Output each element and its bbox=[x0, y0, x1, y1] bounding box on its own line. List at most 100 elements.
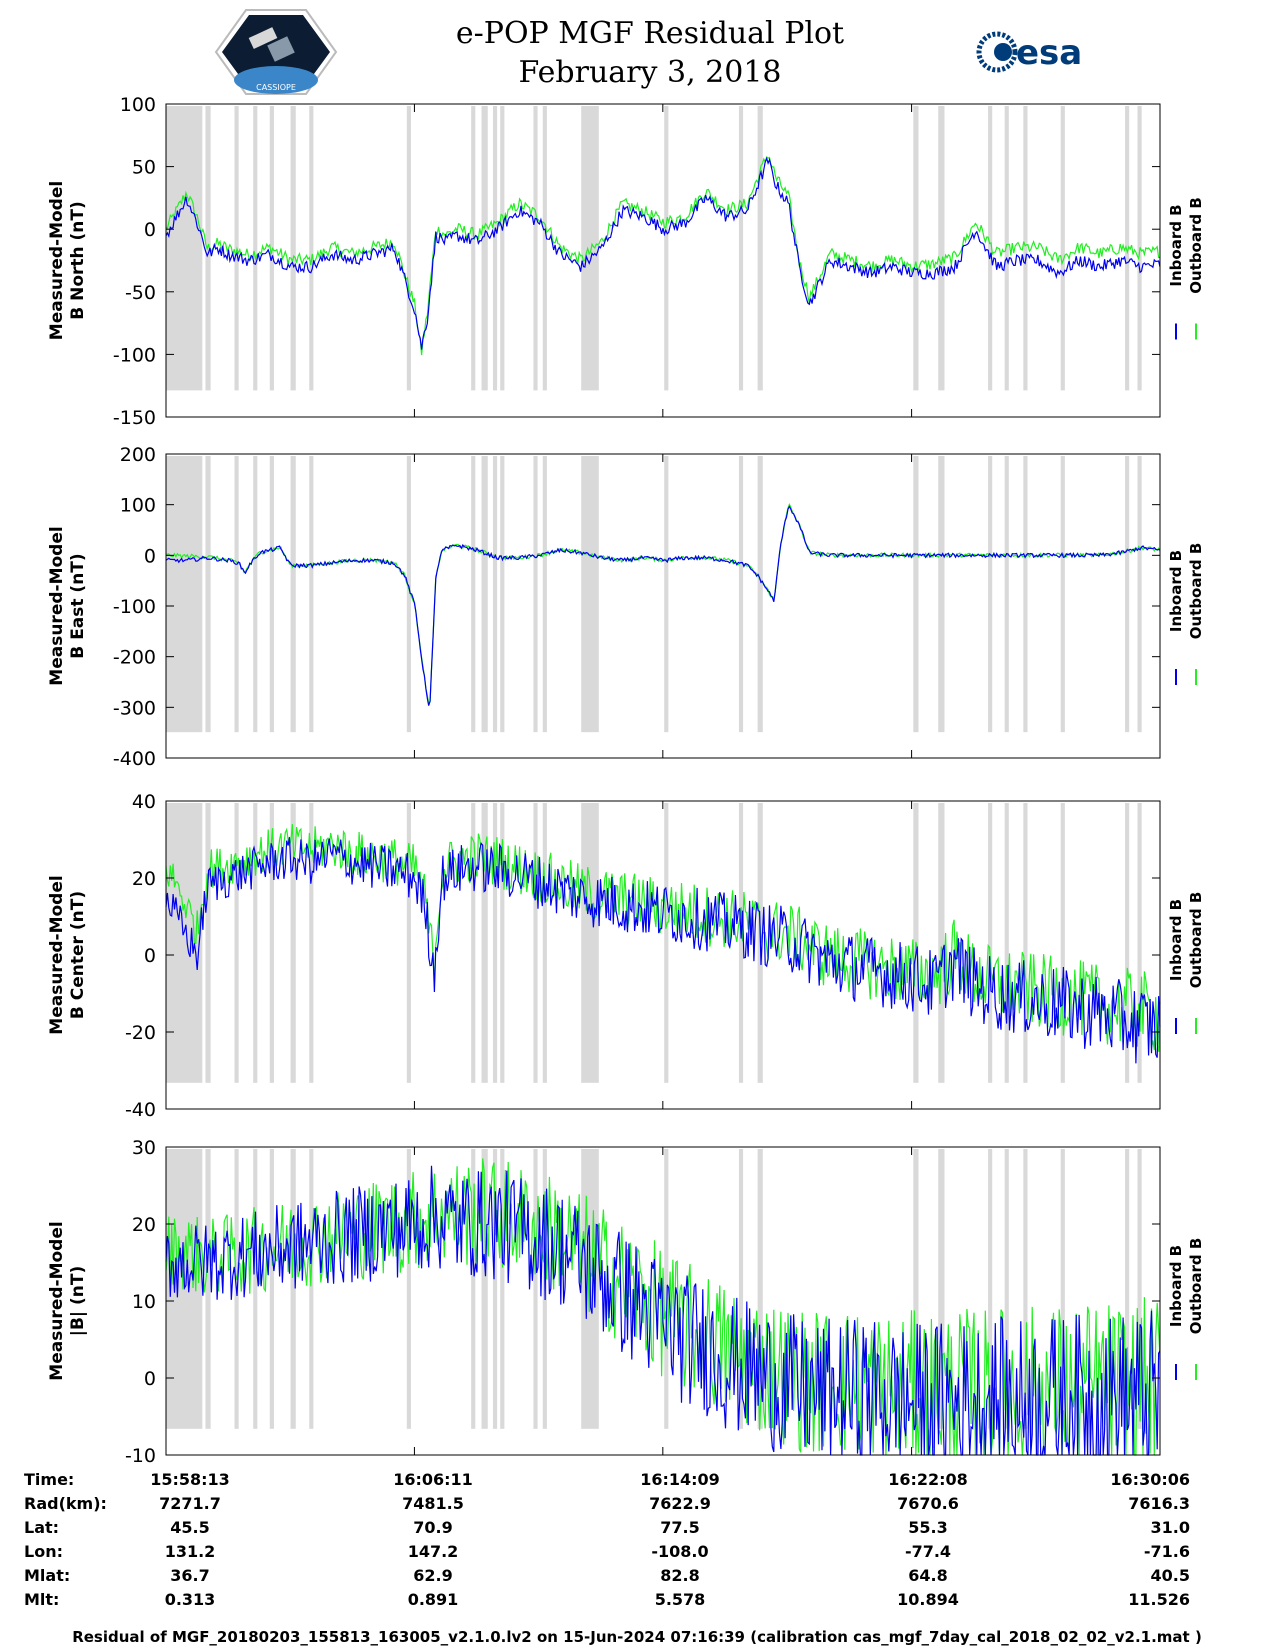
y-axis-label: Measured-ModelB Center (nT) bbox=[47, 875, 88, 1034]
data-gap-band bbox=[533, 1149, 538, 1429]
panel-4: 30 20 10 0 -10 Measured-Model|B| (nT) Inboard … bbox=[47, 1137, 1205, 1467]
y-tick-label: 40 bbox=[132, 791, 156, 813]
y-tick-label: -100 bbox=[113, 344, 156, 366]
data-gap-band bbox=[290, 456, 296, 733]
info-cell: 40.5 bbox=[1151, 1566, 1190, 1585]
data-gap-band bbox=[757, 106, 763, 391]
data-gap-band bbox=[471, 1149, 476, 1429]
info-cell: 7481.5 bbox=[402, 1494, 464, 1513]
info-cell: 7271.7 bbox=[159, 1494, 221, 1513]
legend-entry-inboard: Inboard B bbox=[1167, 899, 1185, 981]
y-tick-label: -50 bbox=[125, 282, 156, 304]
data-gap-band bbox=[1125, 1149, 1130, 1429]
data-gap-band bbox=[738, 803, 744, 1083]
legend: Inboard B Outboard B bbox=[1167, 543, 1205, 685]
plot-title: e-POP MGF Residual Plot bbox=[456, 16, 844, 51]
data-gap-band bbox=[406, 456, 411, 733]
data-gap-band bbox=[1004, 456, 1009, 733]
data-gap-band bbox=[738, 106, 744, 391]
info-cell: 5.578 bbox=[655, 1590, 706, 1609]
data-gap-band bbox=[581, 456, 599, 733]
data-gap-band bbox=[500, 456, 505, 733]
info-cell: 15:58:13 bbox=[150, 1470, 230, 1489]
data-gap-band bbox=[1023, 803, 1028, 1083]
data-gap-band bbox=[290, 1149, 296, 1429]
data-gap-band bbox=[1060, 1149, 1065, 1429]
data-gap-band bbox=[938, 1149, 945, 1429]
legend-entry-outboard: Outboard B bbox=[1187, 1238, 1205, 1335]
plot-subtitle: February 3, 2018 bbox=[518, 55, 781, 90]
data-gap-band bbox=[664, 106, 669, 391]
info-cell: 70.9 bbox=[413, 1518, 452, 1537]
data-gap-band bbox=[1023, 106, 1028, 391]
data-gap-band bbox=[269, 1149, 274, 1429]
y-tick-label: -20 bbox=[125, 1022, 156, 1044]
data-gap-band bbox=[1125, 803, 1130, 1083]
legend: Inboard B Outboard B bbox=[1167, 197, 1205, 340]
info-cell: 62.9 bbox=[413, 1566, 452, 1585]
data-gap-band bbox=[1004, 803, 1009, 1083]
data-gap-band bbox=[166, 456, 203, 733]
data-gap-band bbox=[757, 456, 763, 733]
y-axis-label: Measured-ModelB East (nT) bbox=[47, 526, 88, 685]
data-gap-band bbox=[406, 803, 411, 1083]
legend-entry-outboard: Outboard B bbox=[1187, 543, 1205, 640]
data-gap-band bbox=[581, 803, 599, 1083]
data-gap-band bbox=[471, 456, 476, 733]
info-cell: 77.5 bbox=[660, 1518, 699, 1537]
data-gap-band bbox=[1004, 106, 1009, 391]
info-cell: 31.0 bbox=[1151, 1518, 1190, 1537]
y-tick-label: 0 bbox=[144, 219, 156, 241]
data-gap-band bbox=[581, 106, 599, 391]
y-tick-label: -300 bbox=[113, 697, 156, 719]
panel-3: 40 20 0 -20 -40 Measured-ModelB Center (nT) In… bbox=[47, 791, 1205, 1121]
data-gap-band bbox=[664, 1149, 669, 1429]
data-gap-band bbox=[481, 456, 488, 733]
data-gap-band bbox=[471, 106, 476, 391]
info-cell: 11.526 bbox=[1128, 1590, 1190, 1609]
y-tick-label: -40 bbox=[125, 1099, 156, 1121]
info-row-label: Lat: bbox=[24, 1518, 59, 1537]
data-gap-band bbox=[500, 106, 505, 391]
info-cell: -77.4 bbox=[905, 1542, 951, 1561]
inboard-series-line bbox=[165, 837, 1161, 1064]
y-tick-label: 100 bbox=[120, 94, 156, 116]
data-gap-band bbox=[166, 803, 203, 1083]
data-gap-band bbox=[269, 106, 274, 391]
esa-logo: esa bbox=[976, 31, 1082, 73]
y-tick-label: -200 bbox=[113, 647, 156, 669]
panel-2: 200 100 0 -100 -200 -300 -400 Measured-ModelB E… bbox=[47, 444, 1205, 770]
data-gap-band bbox=[481, 1149, 488, 1429]
data-gap-band bbox=[542, 803, 547, 1083]
data-gap-band bbox=[533, 803, 538, 1083]
y-tick-label: -100 bbox=[113, 596, 156, 618]
outboard-series-line bbox=[165, 155, 1161, 356]
info-cell: 36.7 bbox=[170, 1566, 209, 1585]
data-gap-band bbox=[269, 456, 274, 733]
data-gap-band bbox=[253, 803, 258, 1083]
info-row-label: Time: bbox=[24, 1470, 74, 1489]
y-tick-label: -150 bbox=[113, 407, 156, 429]
data-gap-band bbox=[988, 1149, 993, 1429]
data-gap-band bbox=[205, 106, 211, 391]
data-gap-band bbox=[492, 106, 498, 391]
data-gap-band bbox=[234, 456, 239, 733]
cassiope-mission-logo: CASSIOPE bbox=[214, 9, 338, 95]
legend-entry-inboard: Inboard B bbox=[1167, 550, 1185, 632]
data-gap-band bbox=[738, 456, 744, 733]
info-cell: 45.5 bbox=[170, 1518, 209, 1537]
data-gap-band bbox=[1060, 803, 1065, 1083]
y-tick-label: -400 bbox=[113, 748, 156, 770]
data-gap-band bbox=[166, 106, 203, 391]
data-gap-band bbox=[205, 456, 211, 733]
info-cell: 16:06:11 bbox=[393, 1470, 473, 1489]
data-gap-band bbox=[492, 803, 498, 1083]
data-gap-band bbox=[234, 803, 239, 1083]
data-gap-band bbox=[205, 803, 211, 1083]
data-gap-band bbox=[938, 803, 945, 1083]
info-cell: -108.0 bbox=[651, 1542, 708, 1561]
info-cell: 16:22:08 bbox=[888, 1470, 968, 1489]
inboard-series-line bbox=[165, 156, 1161, 350]
data-gap-band bbox=[253, 106, 258, 391]
